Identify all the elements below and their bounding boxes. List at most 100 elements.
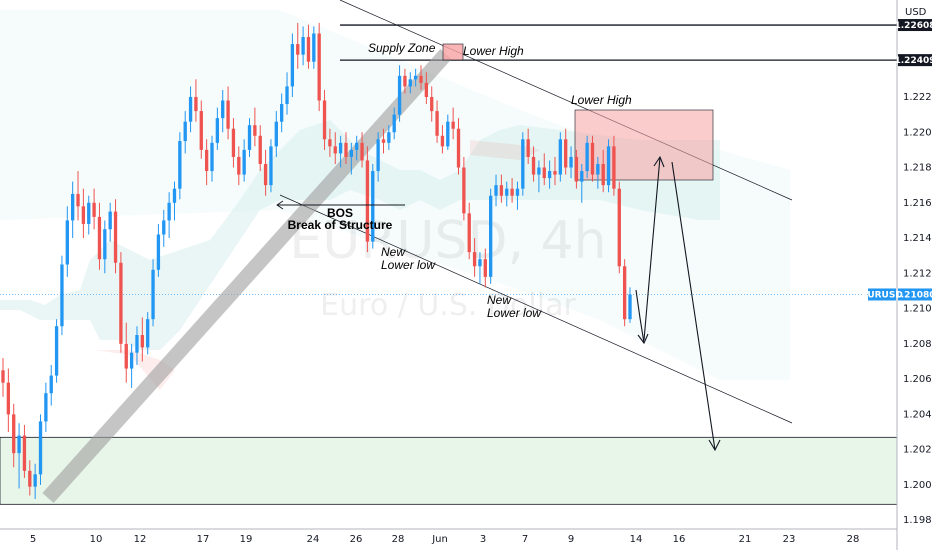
candle (204, 139, 209, 186)
x-tick-label: 3 (480, 534, 486, 545)
x-tick-label: 14 (630, 534, 643, 545)
supply-zone-box[interactable] (574, 109, 714, 181)
candle (322, 89, 327, 150)
x-tick-label: 24 (307, 534, 320, 545)
candle (328, 128, 332, 157)
y-axis-ticks[interactable]: 1.226001.224001.222001.220001.218001.216… (903, 21, 932, 526)
candle (564, 128, 568, 175)
candle (338, 135, 343, 168)
candle (397, 65, 402, 122)
candle (178, 132, 182, 200)
candle (135, 326, 139, 366)
candle (296, 22, 300, 69)
channel-upper-line[interactable] (339, 0, 793, 201)
candle (521, 132, 525, 196)
candle (290, 33, 295, 97)
candle (76, 171, 80, 221)
y-tick-label: 1.20800 (903, 339, 932, 350)
candle (22, 424, 27, 478)
candle (435, 100, 439, 143)
candle (306, 24, 311, 69)
lower-high-box[interactable] (442, 43, 464, 61)
candle (65, 206, 69, 277)
candle (129, 343, 134, 388)
candle (371, 163, 375, 249)
label-lower-low-1: Lower low (381, 258, 436, 272)
y-tick-label: 1.22200 (903, 92, 932, 103)
label-new-1: New (381, 245, 406, 259)
price-tag-bg (898, 19, 932, 32)
candle (547, 160, 552, 189)
label-new-2: New (487, 293, 512, 307)
candle (349, 142, 353, 175)
candle (151, 259, 155, 327)
candles[interactable] (1, 22, 632, 500)
y-tick-label: 1.22000 (903, 127, 932, 138)
candle (280, 93, 284, 133)
candle (381, 128, 386, 154)
symbol-tag (868, 288, 896, 301)
candle (312, 26, 316, 69)
candle (408, 72, 412, 94)
candle (628, 287, 632, 323)
candle (215, 107, 220, 150)
candle (247, 118, 252, 157)
candle (606, 139, 611, 193)
candle (237, 146, 241, 186)
arrow-up (643, 156, 661, 341)
candle (590, 135, 595, 182)
bos-arrow (276, 200, 405, 210)
candle (612, 135, 616, 196)
candle (456, 118, 461, 175)
channel-lower-line[interactable] (279, 194, 793, 424)
y-tick-label: 1.21800 (903, 163, 932, 174)
candle (446, 114, 450, 150)
y-tick-label: 1.21200 (903, 268, 932, 279)
candle (6, 368, 11, 433)
candle (601, 149, 605, 193)
candle (103, 220, 107, 274)
y-tick-label: 1.21400 (903, 233, 932, 244)
y-tick-label: 1.20600 (903, 374, 932, 385)
candle (119, 252, 123, 353)
candle (387, 125, 391, 150)
x-tick-label: 12 (134, 534, 147, 545)
candle (38, 414, 43, 485)
x-tick-label: Jun (431, 534, 448, 545)
x-tick-label: 16 (673, 534, 686, 545)
candle (365, 146, 370, 253)
candle (617, 181, 621, 274)
candle (317, 22, 321, 112)
candle (71, 181, 75, 239)
x-tick-label: 5 (30, 534, 36, 545)
price-tag-label: 1.22608 (895, 21, 932, 31)
candle (403, 68, 407, 94)
candle (467, 202, 471, 260)
candle (558, 132, 562, 182)
label-lower-low-2: Lower low (487, 306, 542, 320)
candle (478, 252, 482, 284)
price-tag-label: 1.21080 (895, 290, 932, 300)
candle (124, 322, 128, 383)
uptrend-band[interactable] (42, 48, 452, 504)
demand-zone[interactable] (0, 436, 898, 505)
candle (81, 188, 86, 239)
candle (430, 86, 434, 122)
candle (344, 132, 348, 164)
candle (87, 195, 91, 235)
y-tick-label: 1.21600 (903, 198, 932, 209)
candle (146, 312, 150, 355)
candle (510, 178, 514, 203)
candle (183, 111, 187, 154)
candle (92, 188, 96, 230)
candle (108, 202, 112, 242)
candle (162, 209, 166, 247)
candle (242, 139, 246, 182)
y-tick-label: 1.20200 (903, 445, 932, 456)
x-axis-ticks[interactable]: 5 10 12 17 19 24 26 28 Jun 3 7 9 14 16 21 23 28 (30, 534, 860, 545)
y-tick-label: 1.20000 (903, 480, 932, 491)
candle (156, 223, 161, 277)
candle (49, 365, 53, 406)
candle (210, 135, 214, 182)
